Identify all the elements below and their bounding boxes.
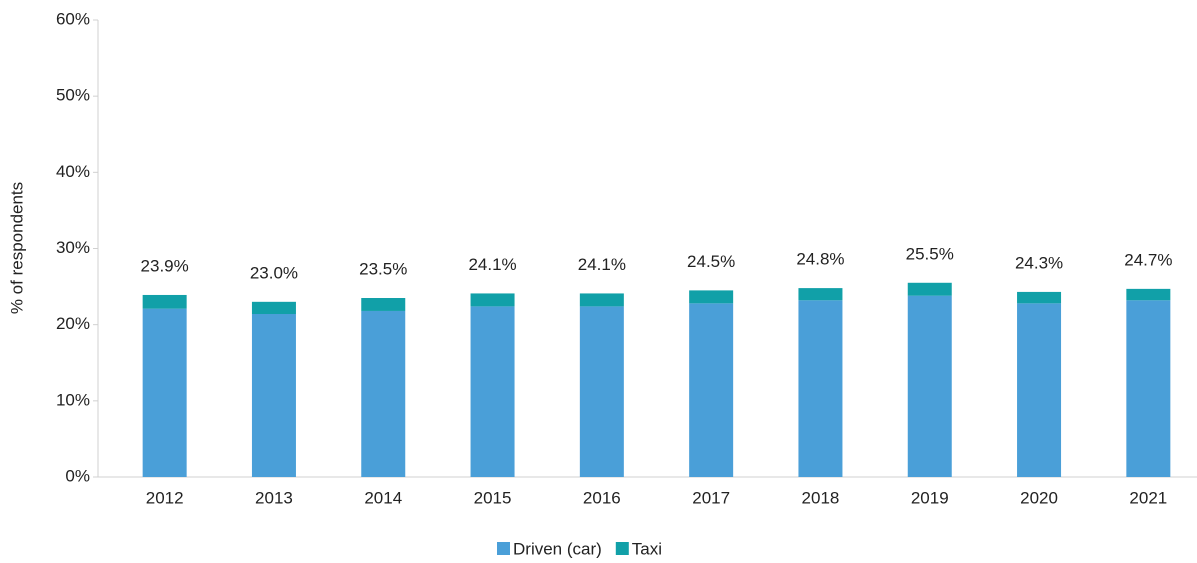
total-label: 24.1% [578,255,626,274]
legend-label: Taxi [632,539,662,558]
x-tick-label: 2018 [802,488,840,507]
x-tick-label: 2021 [1129,488,1167,507]
bar-segment [1017,303,1062,477]
y-tick-label: 20% [56,314,90,333]
x-tick-label: 2016 [583,488,621,507]
y-axis-label: % of respondents [7,182,26,314]
y-tick-label: 0% [65,466,90,485]
bar-segment [1126,300,1171,477]
bar-segment [1017,291,1062,304]
total-label: 24.8% [796,250,844,269]
bar-segment [689,303,734,477]
bar-segment [579,293,624,307]
total-label: 24.5% [687,252,735,271]
y-tick-label: 60% [56,9,90,28]
total-label: 23.0% [250,263,298,282]
bar-segment [470,293,515,307]
bar-segment [579,306,624,477]
x-tick-label: 2019 [911,488,949,507]
legend-swatch [497,542,510,555]
total-label: 24.7% [1124,250,1172,269]
y-tick-label: 50% [56,86,90,105]
bar-segment [470,306,515,477]
total-label: 24.3% [1015,253,1063,272]
total-label: 23.5% [359,259,407,278]
x-tick-label: 2012 [146,488,184,507]
y-tick-label: 40% [56,162,90,181]
bar-segment [689,290,734,304]
x-tick-label: 2014 [364,488,402,507]
legend-swatch [615,542,629,555]
bar-segment [798,300,843,477]
bar-segment [142,308,187,477]
total-label: 23.9% [141,256,189,275]
bar-segment [907,295,952,477]
bar-segment [142,294,187,309]
bar-segment [361,298,406,311]
bar-segment [251,314,296,477]
total-label: 24.1% [468,255,516,274]
y-tick-label: 30% [56,238,90,257]
x-tick-label: 2017 [692,488,730,507]
x-tick-label: 2020 [1020,488,1058,507]
bar-segment [251,301,296,315]
total-label: 25.5% [906,244,954,263]
bar-segment [907,282,952,296]
legend-label: Driven (car) [513,539,602,558]
x-tick-label: 2015 [474,488,512,507]
bar-segment [361,310,406,477]
y-tick-label: 10% [56,390,90,409]
bar-segment [1126,288,1171,301]
x-tick-label: 2013 [255,488,293,507]
bar-segment [798,288,843,301]
